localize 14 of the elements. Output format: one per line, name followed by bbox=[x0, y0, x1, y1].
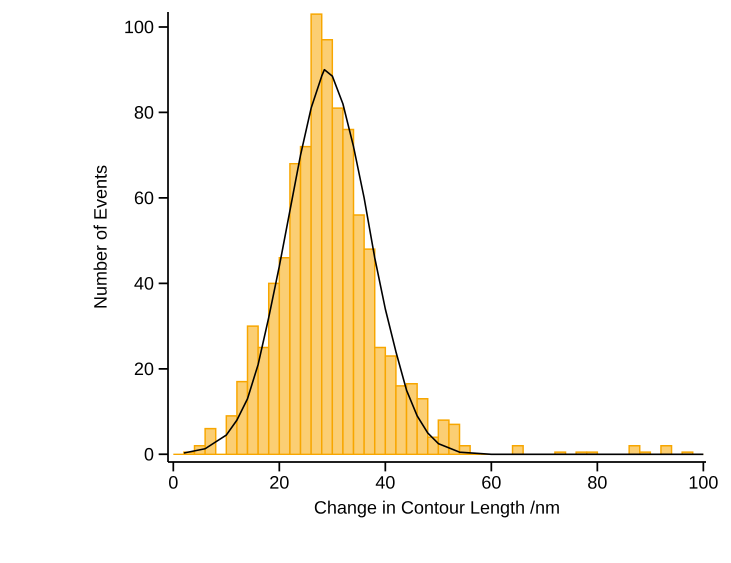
y-tick-label: 100 bbox=[125, 20, 154, 34]
x-tick-label: 0 bbox=[169, 476, 178, 489]
x-tick-label: 80 bbox=[588, 476, 607, 489]
x-tick-label: 20 bbox=[270, 476, 289, 489]
x-tick-label: 100 bbox=[690, 476, 718, 489]
y-tick-label: 40 bbox=[134, 276, 154, 290]
y-tick-label: 80 bbox=[134, 106, 154, 119]
x-axis-title: Change in Contour Length /nm bbox=[314, 500, 559, 518]
y-tick-label: 0 bbox=[144, 448, 154, 461]
y-tick-label: 60 bbox=[134, 192, 154, 204]
x-tick-label: 40 bbox=[376, 476, 395, 489]
y-tick-label: 20 bbox=[134, 362, 154, 376]
x-tick-label: 60 bbox=[482, 476, 501, 489]
y-axis-title: Number of Events bbox=[94, 166, 107, 308]
